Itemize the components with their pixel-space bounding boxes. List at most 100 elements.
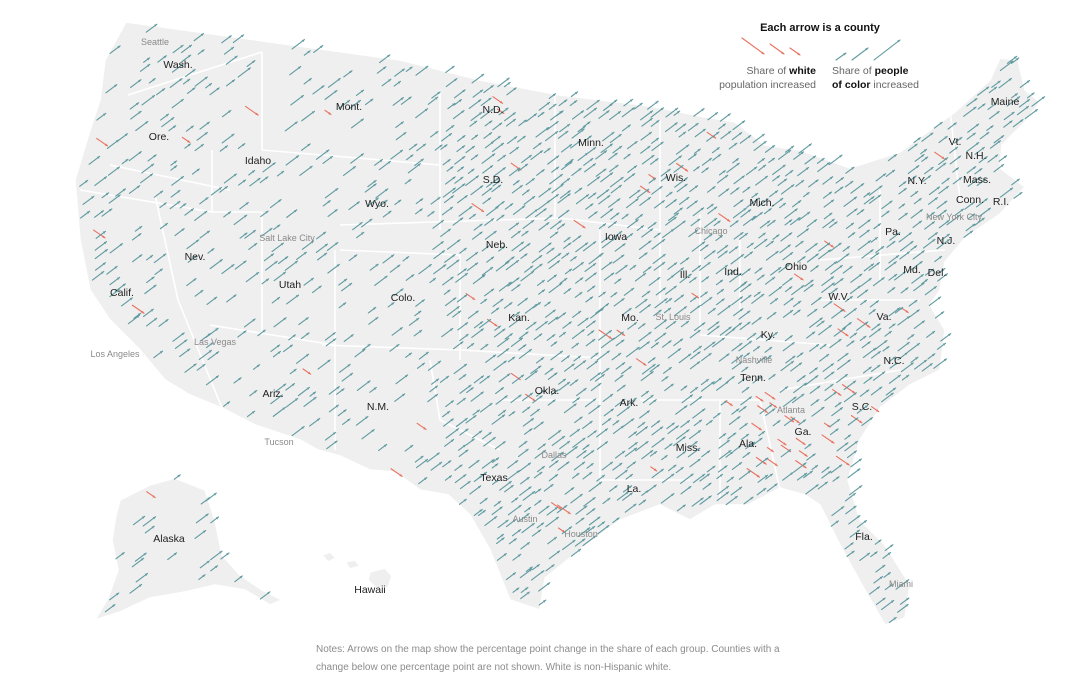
county-arrow-color-1366 bbox=[844, 440, 859, 452]
county-arrow-white-954 bbox=[598, 329, 613, 340]
county-arrow-color-293 bbox=[978, 156, 988, 164]
county-arrow-color-745 bbox=[653, 261, 666, 271]
county-arrow-color-1438 bbox=[572, 472, 580, 479]
county-arrow-color-1040 bbox=[673, 338, 684, 347]
county-arrow-color-1338 bbox=[404, 444, 414, 452]
county-arrow-color-642 bbox=[519, 242, 531, 252]
county-arrow-color-1016 bbox=[907, 333, 915, 340]
county-arrow-color-1214 bbox=[285, 397, 299, 408]
county-arrow-color-1550 bbox=[520, 541, 530, 550]
county-arrow-color-666 bbox=[875, 245, 885, 254]
county-arrow-color-203 bbox=[979, 131, 990, 140]
legend-title: Each arrow is a county bbox=[760, 22, 880, 34]
county-arrow-color-901 bbox=[446, 305, 460, 317]
county-arrow-color-163 bbox=[947, 122, 957, 130]
county-arrow-white-929 bbox=[856, 318, 871, 328]
state-label: Nev. bbox=[185, 251, 206, 263]
county-arrow-color-357 bbox=[486, 177, 500, 188]
county-arrow-color-313 bbox=[517, 163, 529, 172]
county-arrow-color-1285 bbox=[522, 417, 535, 427]
county-arrow-color-410 bbox=[574, 187, 583, 194]
county-arrow-color-930 bbox=[868, 308, 876, 315]
county-arrow-color-577 bbox=[845, 222, 855, 230]
county-arrow-color-620 bbox=[859, 229, 870, 238]
county-arrow-color-1451 bbox=[757, 474, 769, 483]
county-arrow-color-947 bbox=[508, 318, 521, 328]
county-arrow-color-271 bbox=[608, 152, 618, 161]
county-arrow-color-1540 bbox=[511, 529, 522, 537]
county-arrow-color-938 bbox=[243, 318, 256, 328]
county-arrow-color-632 bbox=[271, 242, 284, 253]
county-arrow-color-1155 bbox=[594, 373, 605, 382]
county-arrow-color-196 bbox=[739, 134, 752, 144]
state-label: Ill. bbox=[680, 269, 691, 281]
county-arrow-color-8 bbox=[197, 49, 205, 55]
county-arrow-color-1147 bbox=[479, 375, 491, 384]
county-arrow-color-1077 bbox=[596, 350, 610, 361]
county-arrow-color-508 bbox=[496, 214, 505, 222]
county-arrow-color-860 bbox=[271, 296, 281, 304]
county-arrow-color-640 bbox=[498, 245, 506, 252]
county-arrow-color-31 bbox=[445, 65, 455, 74]
county-arrow-color-1456 bbox=[821, 470, 832, 479]
state-label: Pa. bbox=[885, 226, 901, 238]
county-arrow-color-1310 bbox=[361, 429, 375, 440]
county-arrow-color-1252 bbox=[442, 410, 451, 418]
county-arrow-color-318 bbox=[584, 163, 596, 173]
county-arrow-color-262 bbox=[497, 154, 507, 162]
county-arrow-color-641 bbox=[511, 241, 525, 252]
county-arrow-color-327 bbox=[718, 170, 726, 176]
county-arrow-color-1528 bbox=[545, 516, 560, 528]
county-arrow-color-133 bbox=[1016, 105, 1030, 116]
county-arrow-color-1525 bbox=[505, 519, 517, 528]
state-label: Md. bbox=[903, 264, 921, 276]
county-arrow-color-44 bbox=[445, 78, 458, 88]
county-arrow-color-1449 bbox=[726, 476, 735, 483]
county-arrow-color-936 bbox=[145, 317, 158, 327]
county-arrow-color-534 bbox=[881, 210, 890, 218]
county-arrow-color-724 bbox=[327, 263, 340, 274]
county-arrow-color-1500 bbox=[699, 495, 712, 505]
county-arrow-color-1428 bbox=[418, 476, 428, 485]
county-arrow-color-1422 bbox=[793, 462, 807, 473]
county-arrow-color-1452 bbox=[765, 473, 774, 480]
county-arrow-color-1142 bbox=[395, 374, 409, 385]
county-arrow-color-124 bbox=[650, 107, 664, 118]
county-arrow-color-706 bbox=[797, 256, 806, 263]
county-arrow-color-576 bbox=[829, 221, 838, 229]
county-arrow-color-1381 bbox=[661, 454, 668, 461]
county-arrow-color-1508 bbox=[507, 504, 522, 516]
county-arrow-color-1001 bbox=[689, 329, 701, 339]
county-arrow-color-695 bbox=[596, 252, 604, 259]
county-arrow-color-1281 bbox=[442, 418, 454, 427]
county-arrow-color-186 bbox=[583, 135, 592, 142]
county-arrow-color-1259 bbox=[563, 403, 577, 414]
county-arrow-color-1378 bbox=[624, 447, 638, 457]
county-arrow-color-211 bbox=[408, 143, 418, 151]
county-arrow-color-308 bbox=[457, 166, 465, 172]
county-arrow-color-10 bbox=[291, 39, 306, 50]
county-arrow-color-829 bbox=[563, 288, 572, 295]
county-arrow-color-251 bbox=[315, 149, 330, 160]
county-arrow-color-237 bbox=[798, 143, 812, 154]
county-arrow-color-734 bbox=[505, 259, 520, 271]
county-arrow-color-384 bbox=[921, 175, 932, 183]
county-arrow-color-908 bbox=[545, 309, 556, 318]
county-arrow-color-650 bbox=[638, 240, 652, 251]
county-arrow-color-1295 bbox=[680, 419, 691, 428]
county-arrow-color-91 bbox=[586, 99, 600, 111]
county-arrow-color-382 bbox=[898, 181, 907, 188]
county-arrow-color-509 bbox=[512, 205, 526, 215]
alaska-shape bbox=[93, 477, 284, 622]
county-arrow-color-915 bbox=[653, 309, 662, 317]
county-arrow-color-1382 bbox=[676, 450, 686, 459]
county-arrow-color-710 bbox=[861, 249, 874, 259]
county-arrow-color-300 bbox=[248, 169, 256, 176]
county-arrow-color-1322 bbox=[635, 426, 649, 436]
county-arrow-color-349 bbox=[238, 179, 247, 186]
county-arrow-color-243 bbox=[974, 146, 985, 155]
county-arrow-color-528 bbox=[763, 208, 772, 215]
county-arrow-color-440 bbox=[108, 194, 121, 204]
county-arrow-color-155 bbox=[650, 119, 660, 127]
county-arrow-color-1518 bbox=[845, 505, 857, 515]
